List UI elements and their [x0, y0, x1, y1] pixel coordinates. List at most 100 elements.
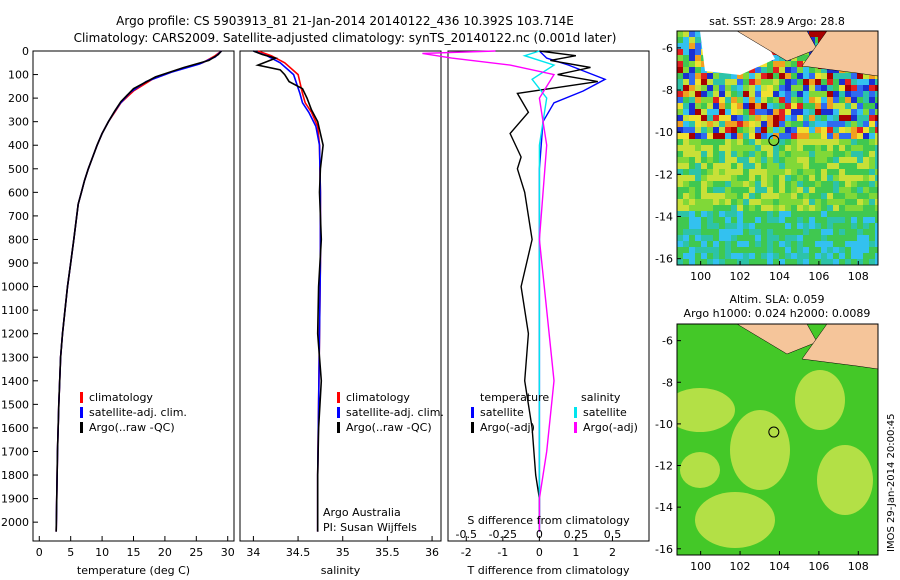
sst-cell: [677, 37, 683, 43]
sst-cell: [851, 247, 857, 253]
sst-cell: [713, 97, 719, 103]
sst-cell: [761, 139, 767, 145]
sst-cell: [821, 259, 827, 265]
sst-cell: [677, 175, 683, 181]
sst-cell: [803, 73, 809, 79]
sst-cell: [755, 145, 761, 151]
sst-cell: [797, 97, 803, 103]
sst-cell: [695, 145, 701, 151]
sla-anomaly-blob: [677, 388, 735, 432]
sst-cell: [707, 253, 713, 259]
depth-ytick-label: 1700: [1, 445, 29, 458]
sst-cell: [767, 115, 773, 121]
sst-cell: [779, 247, 785, 253]
salinity-series-line: [257, 50, 322, 532]
sst-cell: [683, 217, 689, 223]
sst-cell: [767, 205, 773, 211]
sst-cell: [791, 247, 797, 253]
sst-cell: [827, 67, 833, 73]
sst-cell: [809, 205, 815, 211]
sst-cell: [731, 241, 737, 247]
sst-cell: [839, 91, 845, 97]
sst-cell: [839, 73, 845, 79]
sst-cell: [713, 145, 719, 151]
sst-cell: [749, 121, 755, 127]
sla-lon-tick-label: 102: [730, 560, 751, 573]
sst-cell: [809, 217, 815, 223]
sst-cell: [755, 133, 761, 139]
sst-cell: [845, 91, 851, 97]
sst-cell: [731, 193, 737, 199]
sst-cell: [857, 199, 863, 205]
sst-cell: [815, 211, 821, 217]
sst-cell: [857, 193, 863, 199]
sst-cell: [677, 217, 683, 223]
sst-cell: [863, 169, 869, 175]
sst-cell: [845, 241, 851, 247]
sst-cell: [803, 235, 809, 241]
sst-cell: [773, 115, 779, 121]
sst-cell: [815, 103, 821, 109]
sst-cell: [803, 163, 809, 169]
sst-cell: [767, 217, 773, 223]
sst-cell: [815, 91, 821, 97]
sst-cell: [821, 127, 827, 133]
sst-cell: [749, 205, 755, 211]
sst-cell: [719, 109, 725, 115]
sst-cell: [761, 211, 767, 217]
sst-cell: [743, 139, 749, 145]
sst-cell: [827, 163, 833, 169]
sst-cell: [839, 253, 845, 259]
sst-cell: [797, 61, 803, 67]
sst-cell: [755, 85, 761, 91]
depth-ytick-label: 1400: [1, 375, 29, 388]
sst-cell: [791, 205, 797, 211]
sst-cell: [743, 103, 749, 109]
sst-cell: [875, 229, 878, 235]
sst-cell: [851, 157, 857, 163]
sst-cell: [701, 91, 707, 97]
sst-cell: [749, 91, 755, 97]
sst-cell: [677, 91, 683, 97]
sst-cell: [863, 253, 869, 259]
sst-cell: [833, 217, 839, 223]
sst-cell: [845, 103, 851, 109]
sst-cell: [797, 235, 803, 241]
sst-cell: [827, 259, 833, 265]
sst-cell: [791, 229, 797, 235]
sst-cell: [857, 85, 863, 91]
sst-cell: [785, 247, 791, 253]
sst-cell: [875, 97, 878, 103]
sst-cell: [725, 205, 731, 211]
sst-cell: [833, 169, 839, 175]
sst-cell: [743, 193, 749, 199]
sst-cell: [755, 127, 761, 133]
sst-cell: [857, 247, 863, 253]
sst-cell: [875, 235, 878, 241]
sst-cell: [797, 73, 803, 79]
sst-cell: [809, 139, 815, 145]
sst-cell: [725, 91, 731, 97]
sst-cell: [737, 211, 743, 217]
sst-lat-tick-label: -12: [655, 168, 673, 181]
sst-lon-tick-label: 104: [769, 270, 790, 283]
difference-top-tick-label: -0.5: [456, 528, 477, 541]
sst-cell: [725, 181, 731, 187]
sst-cell: [683, 259, 689, 265]
sst-cell: [845, 253, 851, 259]
sst-cell: [815, 133, 821, 139]
depth-ytick-label: 300: [8, 116, 29, 129]
sst-cell: [743, 175, 749, 181]
sst-cell: [791, 73, 797, 79]
sst-cell: [845, 229, 851, 235]
sst-cell: [815, 223, 821, 229]
sst-cell: [875, 181, 878, 187]
temperature-xtick-label: 10: [95, 546, 109, 559]
salinity-legend-swatch: [337, 392, 340, 403]
sst-cell: [683, 37, 689, 43]
sst-cell: [677, 97, 683, 103]
sst-cell: [731, 253, 737, 259]
sst-cell: [815, 181, 821, 187]
difference-series-line: [509, 50, 598, 532]
sst-cell: [683, 247, 689, 253]
